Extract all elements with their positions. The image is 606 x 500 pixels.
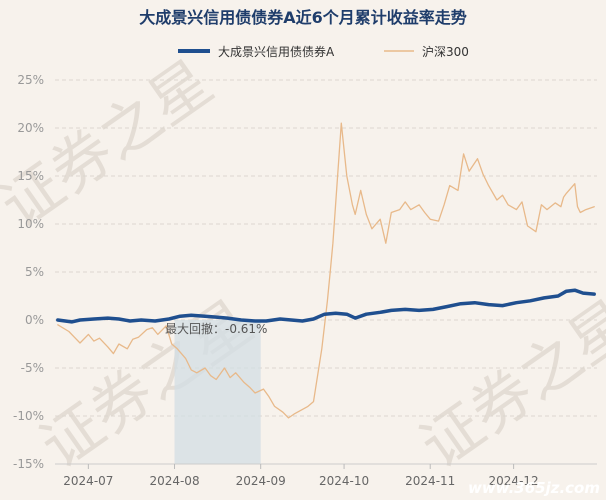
watermark: 证券之星 证券之星 证券之星: [0, 47, 606, 482]
series-line-index: [57, 122, 595, 419]
legend-item-index[interactable]: 沪深300: [384, 45, 469, 59]
y-tick-label: -5%: [21, 361, 44, 375]
y-tick-label: -10%: [13, 409, 44, 423]
x-tick-label: 2024-11: [405, 474, 455, 488]
y-axis: 25% 20% 15% 10% 5% 0% -5% -10% -15%: [13, 73, 44, 471]
legend: 大成景兴信用债债券A 沪深300: [178, 44, 469, 59]
site-watermark: www.365jz.com: [468, 479, 600, 497]
y-tick-label: 20%: [17, 121, 44, 135]
y-tick-label: -15%: [13, 457, 44, 471]
max-drawdown-label: 最大回撤：-0.61%: [165, 321, 267, 336]
watermark-text-3: 证券之星: [408, 287, 606, 482]
legend-item-fund[interactable]: 大成景兴信用债债券A: [178, 44, 335, 59]
x-axis: 2024-07 2024-08 2024-09 2024-10 2024-11 2024-…: [55, 463, 597, 488]
y-tick-label: 15%: [17, 169, 44, 183]
x-tick-label: 2024-07: [63, 474, 113, 488]
legend-label-fund: 大成景兴信用债债券A: [218, 44, 335, 59]
series-line-fund: [56, 288, 596, 324]
legend-label-index: 沪深300: [422, 45, 469, 59]
x-tick-label: 2024-09: [236, 474, 286, 488]
y-tick-label: 10%: [17, 217, 44, 231]
drawdown-shade: [174, 320, 261, 464]
y-tick-label: 5%: [25, 265, 44, 279]
y-tick-label: 25%: [17, 73, 44, 87]
chart-title: 大成景兴信用债债券A近6个月累计收益率走势: [139, 8, 467, 27]
x-tick-label: 2024-12: [489, 474, 539, 488]
x-tick-label: 2024-10: [319, 474, 369, 488]
max-drawdown-region: [174, 320, 261, 464]
series-lines: [56, 122, 596, 419]
y-tick-label: 0%: [25, 313, 44, 327]
x-tick-label: 2024-08: [149, 474, 199, 488]
